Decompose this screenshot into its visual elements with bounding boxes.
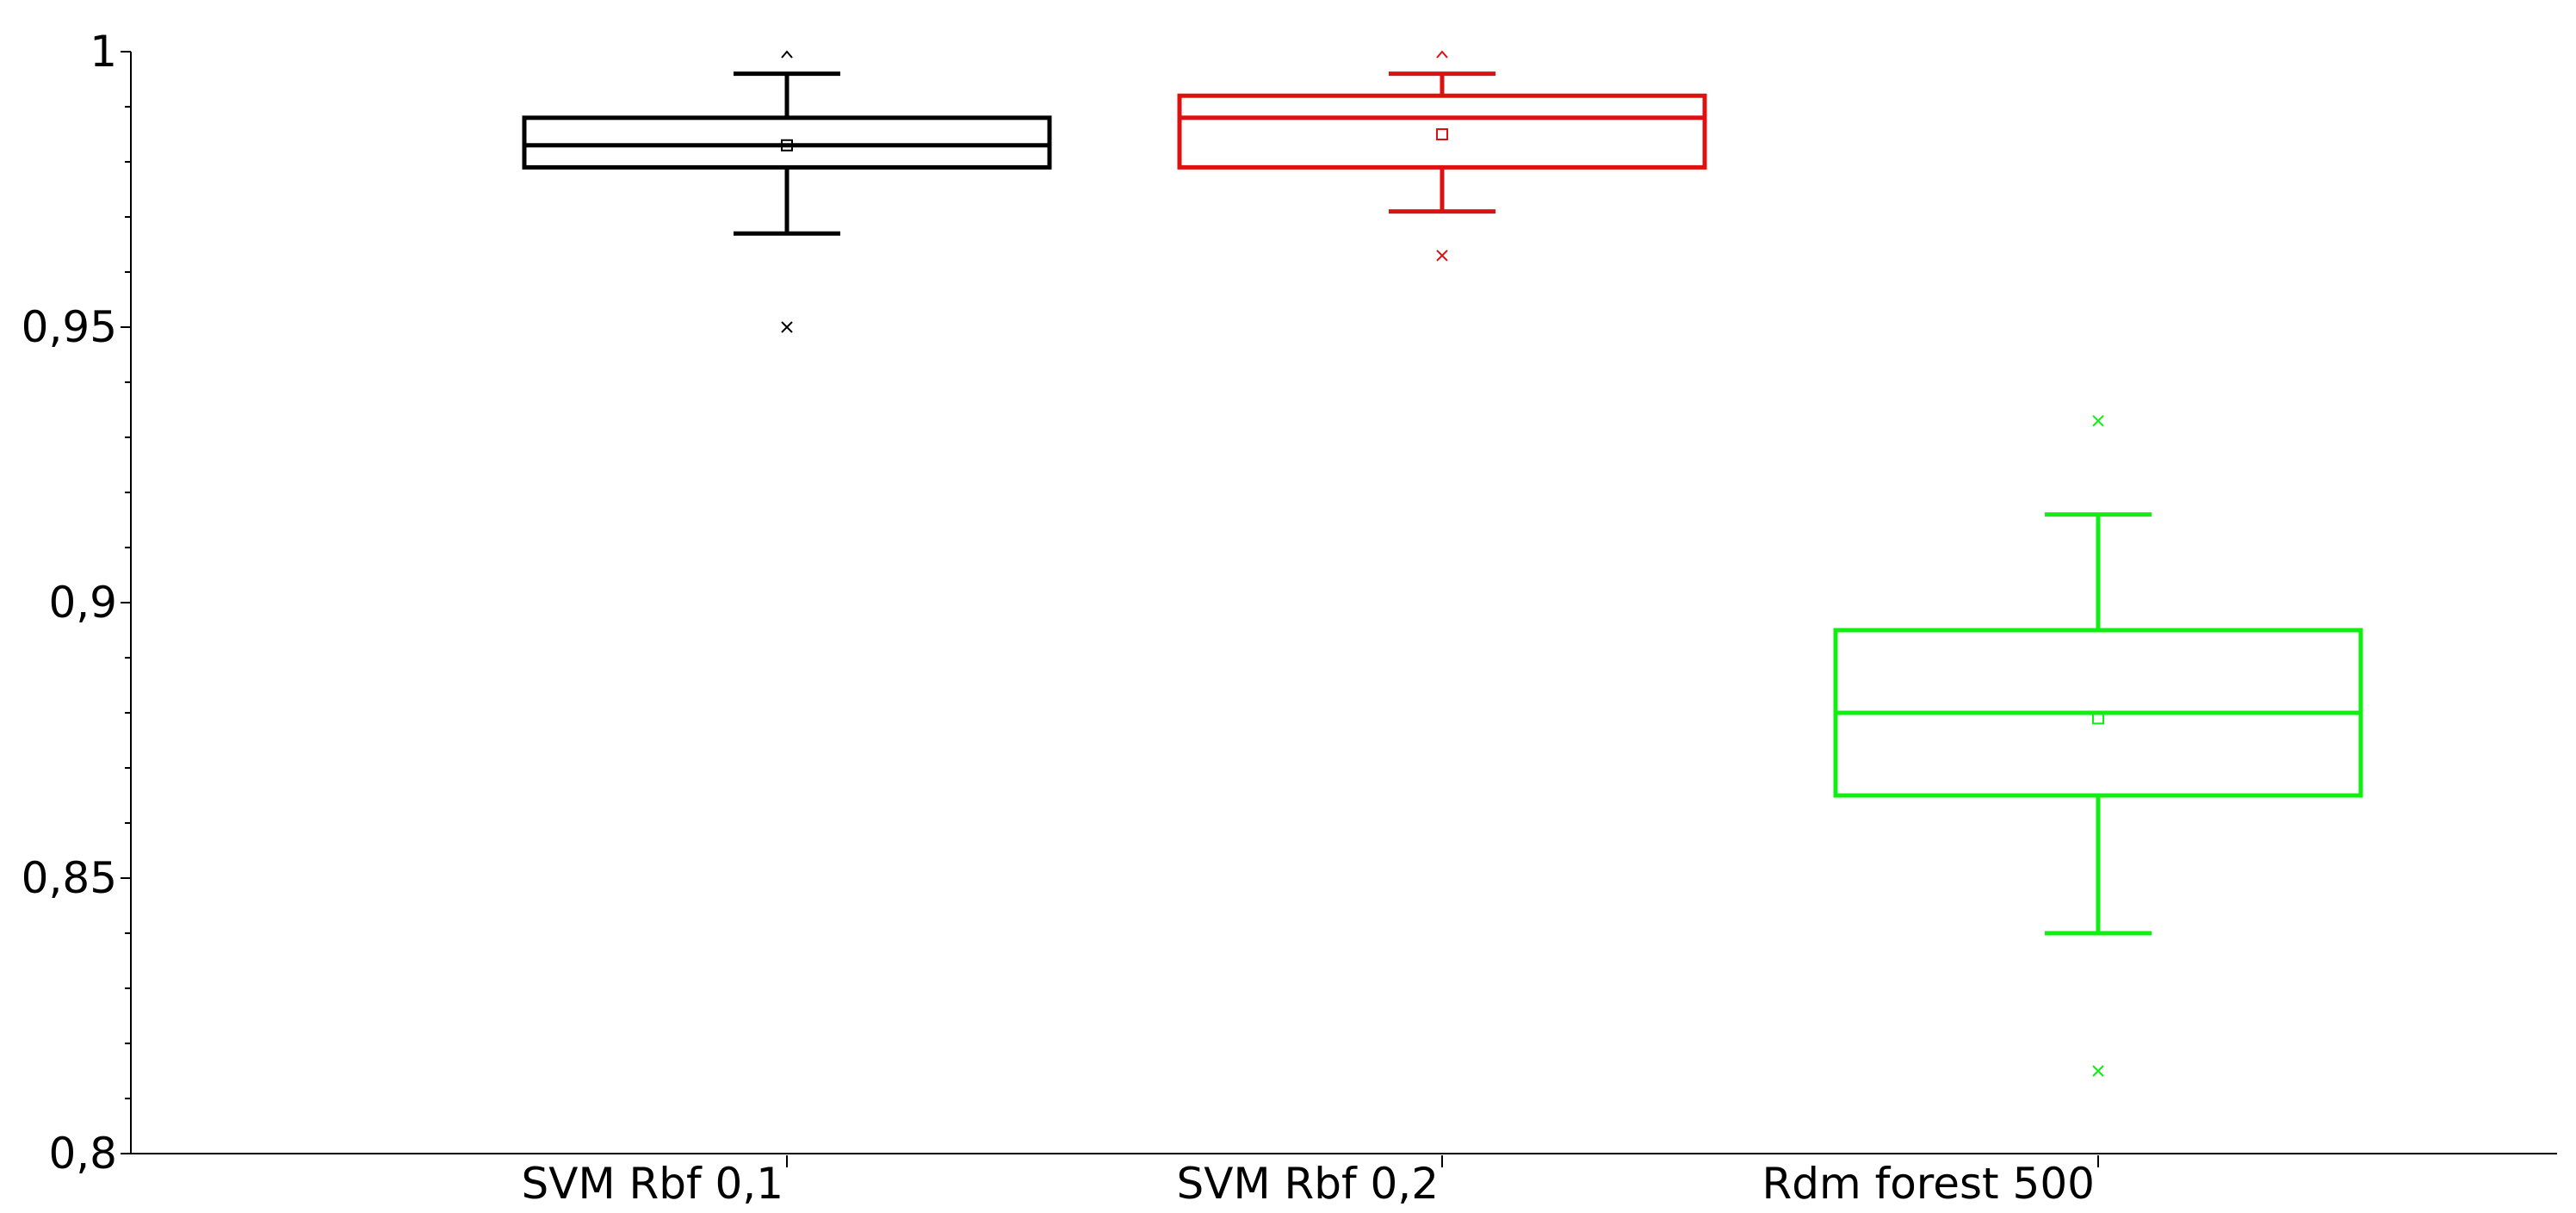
y-tick-label: 0,8	[48, 1129, 117, 1179]
max-marker	[781, 50, 793, 59]
y-tick-label: 1	[90, 27, 117, 77]
mean-marker	[781, 139, 793, 152]
outlier-marker	[781, 321, 793, 333]
x-category-label: SVM Rbf 0,1	[522, 1159, 783, 1209]
box-iqr	[1177, 93, 1707, 170]
outlier-marker	[2092, 415, 2104, 427]
plot-area	[522, 50, 2363, 1077]
box-group	[522, 50, 1052, 333]
max-marker	[1436, 50, 1448, 59]
box-group	[1833, 415, 2363, 1077]
y-tick-label: 0,9	[48, 578, 117, 628]
y-tick-label: 0,95	[22, 302, 117, 352]
outlier-marker	[2092, 1065, 2104, 1077]
box-group	[1177, 50, 1707, 262]
axes: 0,8 0,85 0,9 0,95 1 SVM Rbf 0,1 SVM Rbf 0,2 Rdm…	[22, 27, 2557, 1209]
outlier-marker	[1436, 250, 1448, 262]
x-category-label: SVM Rbf 0,2	[1177, 1159, 1439, 1209]
mean-marker	[2092, 712, 2104, 725]
y-tick-label: 0,85	[22, 853, 117, 903]
box-iqr	[522, 115, 1052, 170]
x-category-label: Rdm forest 500	[1762, 1159, 2095, 1209]
mean-marker	[1436, 128, 1448, 140]
